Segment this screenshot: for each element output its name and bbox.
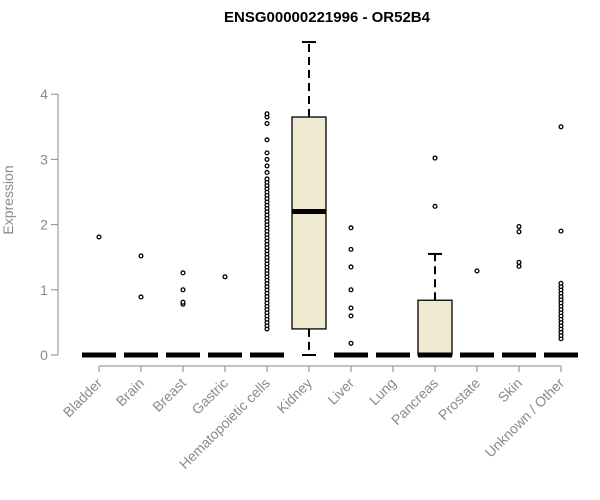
outlier-point	[516, 263, 522, 269]
outlier-point	[348, 340, 354, 346]
y-tick-label: 0	[40, 347, 48, 363]
x-tick-label: Liver	[324, 375, 357, 408]
x-tick-label: Unknown / Other	[482, 375, 568, 461]
box-group	[250, 111, 284, 358]
outlier-point	[96, 234, 102, 240]
outlier-point	[516, 259, 522, 265]
box-group	[124, 253, 158, 358]
box-rect	[291, 116, 327, 330]
outlier-point	[558, 280, 564, 286]
x-tick-label: Prostate	[435, 375, 483, 423]
box-group	[417, 155, 453, 358]
outlier-point	[432, 203, 438, 209]
outlier-point	[180, 287, 186, 293]
x-tick-label: Brain	[113, 375, 147, 409]
y-axis-label: Expression	[0, 165, 16, 234]
box-group	[502, 224, 536, 358]
outlier-point	[138, 294, 144, 300]
box-group	[544, 124, 578, 358]
x-tick-label: Bladder	[60, 375, 106, 421]
box-group	[334, 225, 368, 358]
outlier-point	[558, 228, 564, 234]
y-tick-label: 4	[40, 86, 48, 102]
outlier-point	[348, 264, 354, 270]
outlier-point	[432, 155, 438, 161]
outlier-point	[180, 270, 186, 276]
outlier-point	[264, 169, 270, 175]
box-group	[82, 234, 116, 358]
outlier-point	[348, 313, 354, 319]
outlier-point	[264, 120, 270, 127]
plot-area	[82, 41, 578, 358]
outlier-point	[264, 150, 270, 156]
box-group	[291, 41, 327, 356]
outlier-point	[264, 137, 270, 143]
outlier-point	[348, 305, 354, 311]
x-tick-label: Skin	[495, 375, 526, 406]
outlier-point	[516, 229, 522, 235]
y-tick-label: 3	[40, 151, 48, 167]
outlier-point	[264, 163, 270, 169]
outlier-point	[348, 287, 354, 293]
chart-title: ENSG00000221996 - OR52B4	[224, 9, 431, 26]
y-axis: 0 1 2 3 4	[40, 86, 59, 363]
outlier-point	[138, 253, 144, 259]
outlier-point	[474, 268, 480, 274]
outlier-point	[558, 124, 564, 130]
box-rect	[417, 299, 453, 356]
outlier-point	[264, 111, 270, 117]
outlier-point	[264, 156, 270, 162]
x-tick-label: Pancreas	[388, 375, 441, 428]
outlier-point	[348, 246, 354, 252]
outlier-point	[348, 225, 354, 231]
box-group	[208, 274, 242, 358]
y-tick-label: 1	[40, 282, 48, 298]
outlier-point	[264, 176, 270, 182]
box-group	[166, 270, 200, 358]
box-group	[460, 268, 494, 358]
outlier-point	[180, 299, 186, 305]
y-tick-label: 2	[40, 217, 48, 233]
outlier-point	[222, 274, 228, 280]
x-tick-label: Kidney	[274, 375, 316, 417]
x-tick-label: Breast	[149, 375, 189, 415]
outlier-point	[516, 224, 522, 230]
x-tick-label: Lung	[366, 375, 399, 408]
